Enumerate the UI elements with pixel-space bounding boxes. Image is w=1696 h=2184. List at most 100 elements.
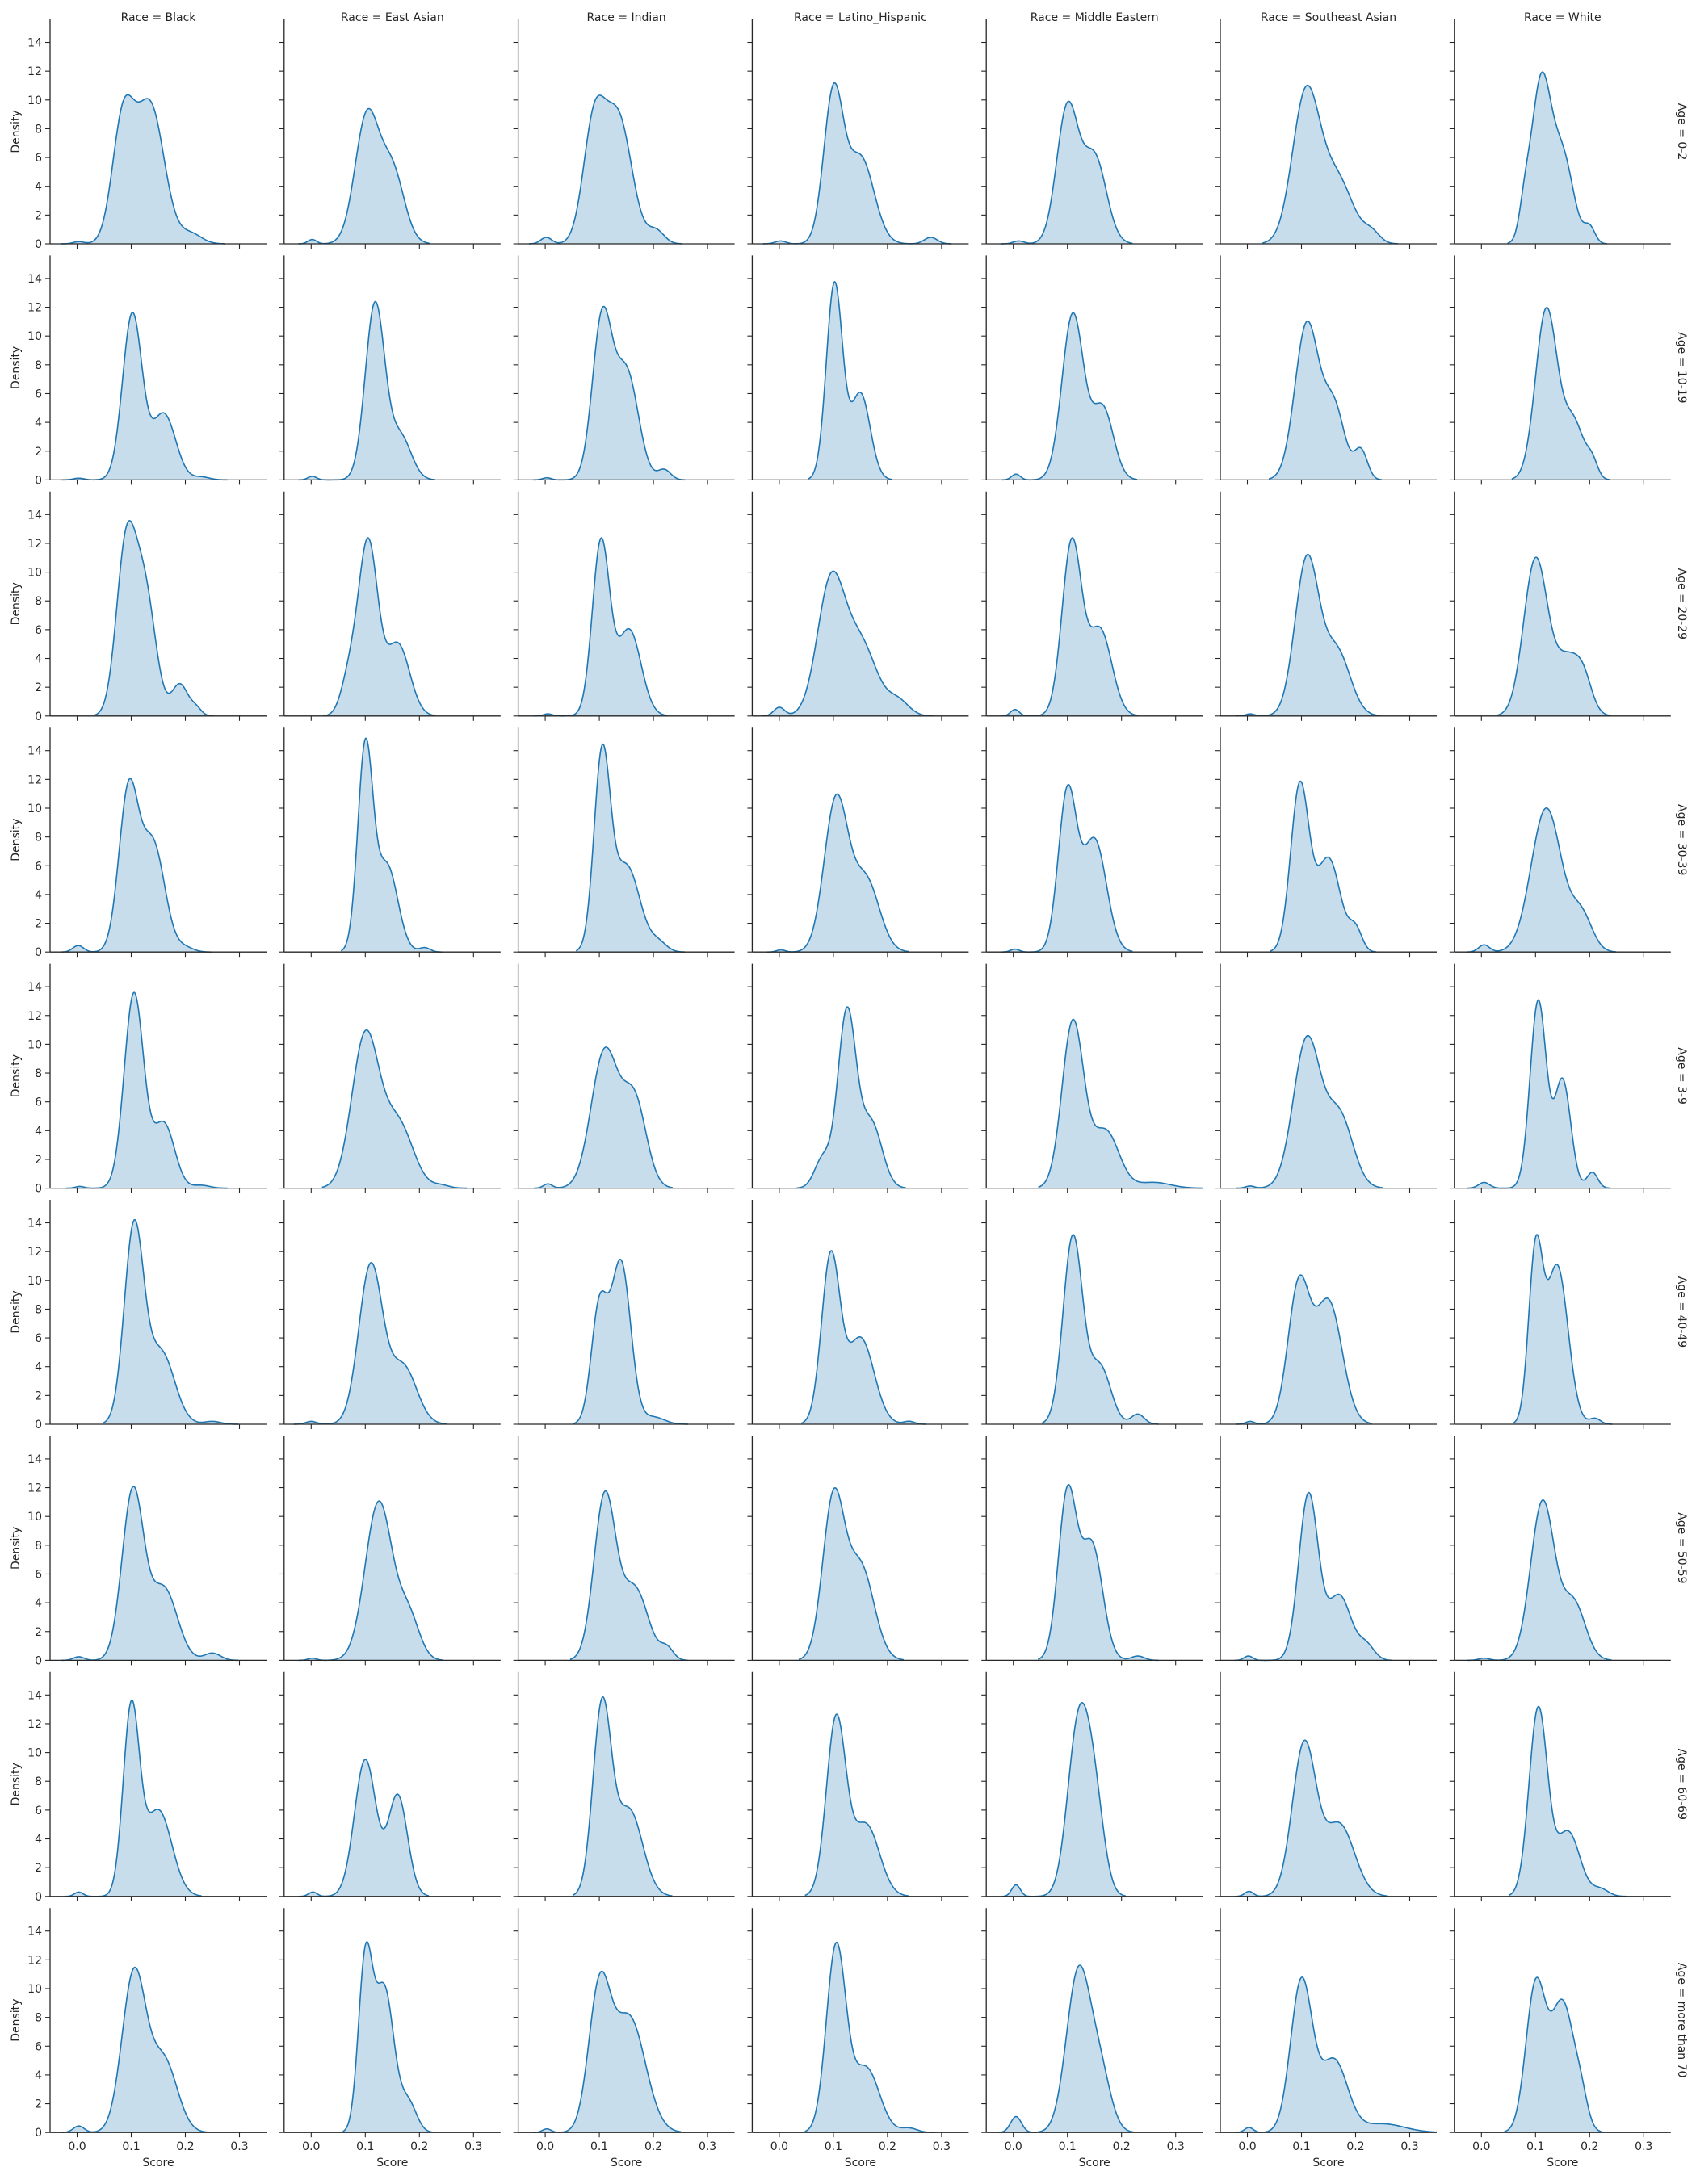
column-facet-title: Race = East Asian (341, 11, 444, 24)
density-line (293, 1262, 447, 1425)
density-line (102, 1218, 239, 1425)
facet-panel (279, 1200, 501, 1429)
y-tick-label: 10 (27, 1747, 42, 1760)
density-area (61, 312, 228, 480)
y-tick-label: 8 (35, 2012, 42, 2025)
density-line (1513, 1234, 1613, 1425)
density-line (804, 1941, 935, 2133)
density-line (299, 1759, 430, 1897)
facet-panel: Age = 60-69 (1449, 1671, 1688, 1901)
density-line (534, 1046, 673, 1189)
x-tick-label: 0.2 (176, 2140, 194, 2153)
y-tick-label: 0 (35, 1419, 42, 1432)
row-facet-title: Age = 50-59 (1675, 1512, 1688, 1583)
facet-panel (1215, 491, 1437, 721)
y-tick-label: 2 (35, 1626, 42, 1639)
density-line (1001, 312, 1138, 481)
y-tick-label: 12 (27, 1954, 42, 1967)
density-area (1507, 72, 1607, 244)
y-tick-label: 2 (35, 918, 42, 931)
density-area (796, 1007, 906, 1188)
x-tick-label: 0.2 (644, 2140, 662, 2153)
density-area (573, 1259, 688, 1424)
column-facet-title: Race = Latino_Hispanic (794, 11, 927, 24)
facet-panel: 0.0 0.1 0.2 0.3 Score (1215, 1908, 1438, 2169)
x-axis-label: Score (142, 2157, 174, 2169)
density-area (1236, 1275, 1372, 1424)
facet-panel (747, 963, 969, 1193)
density-area (65, 1700, 202, 1897)
facet-panel (1215, 1436, 1437, 1666)
density-area (1236, 1035, 1383, 1188)
facet-panel: Race = Latino_Hispanic (747, 11, 969, 249)
y-tick-label: 10 (27, 94, 42, 107)
y-tick-label: 0 (35, 474, 42, 487)
y-axis-label: Density (10, 1290, 23, 1333)
row-facet-title: Age = 10-19 (1675, 332, 1688, 403)
density-line (1268, 320, 1383, 480)
density-line (1508, 1705, 1627, 1897)
y-tick-label: 14 (27, 509, 42, 522)
density-line (1001, 537, 1139, 717)
density-line (1507, 71, 1607, 245)
x-axis-label: Score (611, 2157, 642, 2169)
row-facet-title: Age = 0-2 (1675, 103, 1688, 161)
facet-panel (513, 727, 735, 958)
facet-panel: Age = 50-59 (1449, 1436, 1688, 1666)
density-area (1513, 1235, 1613, 1424)
facet-panel: 0 2 4 6 8 10 12 14 Density (10, 491, 267, 723)
y-tick-label: 12 (27, 773, 42, 786)
y-tick-label: 10 (27, 1038, 42, 1051)
y-tick-label: 8 (35, 1303, 42, 1316)
density-line (1262, 84, 1398, 245)
density-line (1467, 807, 1617, 953)
density-area (1038, 1019, 1203, 1188)
x-tick-label: 0.1 (1059, 2140, 1077, 2153)
density-area (94, 520, 214, 716)
density-line (804, 1713, 909, 1897)
facet-panel (513, 1436, 735, 1666)
density-line (1497, 556, 1612, 717)
facet-panel: 0.0 0.1 0.2 0.3 Score (279, 1908, 501, 2169)
x-tick-label: 0.1 (122, 2140, 140, 2153)
facet-panel: 0.0 0.1 0.2 0.3 Score (981, 1908, 1203, 2169)
y-tick-label: 14 (27, 745, 42, 758)
x-tick-label: 0.3 (1167, 2140, 1185, 2153)
facet-panel: 0 2 4 6 8 10 12 14 Race = Black Density (10, 11, 267, 251)
facet-panel (279, 727, 501, 958)
y-tick-label: 8 (35, 1067, 42, 1080)
facet-panel: Race = White Age = 0-2 (1449, 11, 1688, 249)
density-area (1236, 554, 1380, 716)
density-line (1038, 1018, 1203, 1189)
x-tick-label: 0.1 (590, 2140, 608, 2153)
density-area (103, 1219, 239, 1424)
facet-panel (1215, 963, 1437, 1193)
density-area (1001, 538, 1139, 716)
density-area (1001, 784, 1133, 953)
facet-panel (747, 727, 969, 958)
density-area (342, 1941, 435, 2133)
x-tick-label: 0.3 (464, 2140, 482, 2153)
facet-panel (279, 963, 501, 1193)
density-area (1041, 1235, 1159, 1424)
x-tick-label: 0.0 (1005, 2140, 1022, 2153)
y-tick-label: 8 (35, 1540, 42, 1553)
density-area (1001, 312, 1138, 480)
density-line (1037, 1483, 1159, 1662)
x-tick-label: 0.3 (1400, 2140, 1418, 2153)
density-line (998, 1964, 1135, 2133)
y-tick-label: 6 (35, 2040, 42, 2053)
facet-panel (513, 1200, 735, 1429)
facet-panel: 0.0 0.1 0.2 0.3 Score (513, 1908, 735, 2169)
y-tick-label: 0 (35, 1654, 42, 1667)
facet-panel: Race = Indian (513, 11, 735, 249)
x-tick-label: 0.0 (770, 2140, 788, 2153)
density-line (1467, 999, 1610, 1189)
y-tick-label: 12 (27, 1010, 42, 1023)
facet-panel (981, 727, 1203, 958)
x-axis-label: Score (1079, 2157, 1110, 2169)
y-tick-label: 10 (27, 803, 42, 815)
density-area (762, 82, 952, 244)
density-area (293, 1262, 447, 1424)
